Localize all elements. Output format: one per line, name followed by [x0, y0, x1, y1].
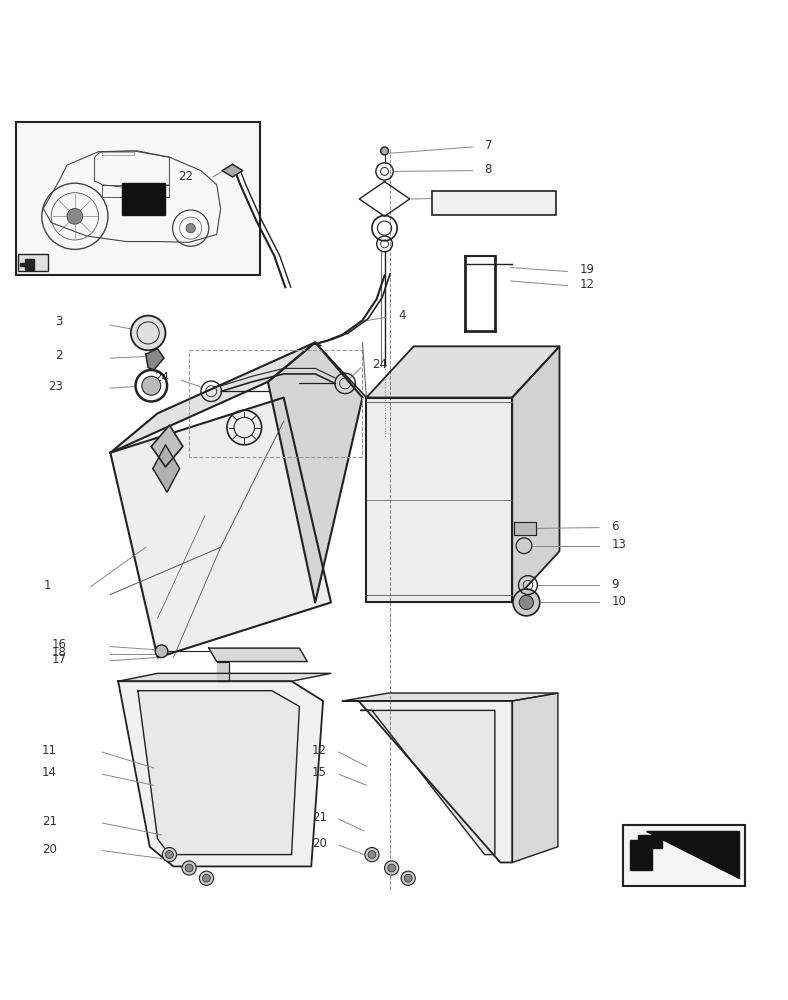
- Polygon shape: [122, 183, 165, 215]
- Polygon shape: [646, 831, 739, 878]
- Polygon shape: [366, 346, 559, 398]
- Text: 21: 21: [312, 811, 327, 824]
- Text: 1: 1: [43, 579, 51, 592]
- Circle shape: [516, 538, 532, 554]
- Circle shape: [203, 874, 210, 882]
- Circle shape: [186, 223, 195, 233]
- Circle shape: [519, 595, 533, 610]
- Circle shape: [385, 861, 399, 875]
- Polygon shape: [222, 164, 243, 177]
- Polygon shape: [343, 701, 512, 862]
- Text: 5: 5: [460, 191, 467, 204]
- Text: 18: 18: [52, 646, 67, 659]
- Polygon shape: [20, 259, 34, 270]
- Polygon shape: [102, 185, 169, 197]
- Text: 16: 16: [52, 638, 67, 651]
- Circle shape: [165, 851, 173, 859]
- Circle shape: [162, 848, 177, 862]
- Text: 21: 21: [42, 815, 57, 828]
- Polygon shape: [512, 346, 559, 602]
- Polygon shape: [110, 342, 315, 453]
- Bar: [432, 191, 556, 215]
- Text: 22: 22: [178, 170, 193, 183]
- Polygon shape: [361, 710, 495, 855]
- Text: 20: 20: [312, 837, 327, 850]
- Polygon shape: [153, 445, 180, 492]
- Circle shape: [388, 864, 396, 872]
- Circle shape: [67, 208, 83, 224]
- Circle shape: [131, 316, 165, 350]
- Polygon shape: [268, 342, 362, 602]
- Text: 6: 6: [611, 520, 619, 533]
- Circle shape: [155, 645, 168, 658]
- Text: 23: 23: [48, 380, 63, 393]
- Circle shape: [142, 376, 161, 395]
- Text: 17: 17: [52, 653, 67, 666]
- Polygon shape: [138, 691, 299, 855]
- Circle shape: [401, 871, 415, 885]
- Polygon shape: [366, 398, 512, 602]
- Text: 7: 7: [485, 139, 492, 152]
- Text: 4: 4: [398, 309, 406, 322]
- Polygon shape: [151, 425, 183, 467]
- Circle shape: [185, 864, 193, 872]
- Text: 2: 2: [55, 349, 63, 362]
- Text: 13: 13: [611, 538, 626, 551]
- Polygon shape: [343, 693, 558, 701]
- Text: 24: 24: [372, 358, 387, 371]
- Circle shape: [513, 589, 540, 616]
- Text: 1.75.0 02: 1.75.0 02: [466, 196, 522, 209]
- Text: 20: 20: [42, 843, 57, 856]
- Bar: [18, 254, 48, 271]
- Text: 14: 14: [42, 766, 57, 779]
- Polygon shape: [217, 662, 229, 681]
- Circle shape: [381, 147, 388, 155]
- Polygon shape: [110, 398, 331, 658]
- Circle shape: [365, 848, 379, 862]
- Text: 10: 10: [611, 595, 626, 608]
- Polygon shape: [146, 349, 164, 370]
- Polygon shape: [118, 681, 323, 866]
- Text: 11: 11: [42, 744, 57, 757]
- Polygon shape: [118, 673, 331, 681]
- Bar: [623, 825, 745, 886]
- Polygon shape: [514, 522, 536, 535]
- Text: 24: 24: [154, 371, 169, 384]
- Bar: [16, 122, 260, 275]
- Text: 12: 12: [579, 278, 594, 291]
- Text: 12: 12: [312, 744, 327, 757]
- Polygon shape: [209, 648, 307, 662]
- Circle shape: [182, 861, 196, 875]
- Circle shape: [199, 871, 214, 885]
- Text: 8: 8: [485, 163, 492, 176]
- Text: 3: 3: [56, 315, 63, 328]
- Circle shape: [404, 874, 412, 882]
- Text: 19: 19: [579, 263, 594, 276]
- Text: 9: 9: [611, 578, 619, 591]
- Polygon shape: [630, 835, 662, 870]
- Polygon shape: [512, 693, 558, 862]
- Circle shape: [368, 851, 376, 859]
- Text: 15: 15: [312, 766, 327, 779]
